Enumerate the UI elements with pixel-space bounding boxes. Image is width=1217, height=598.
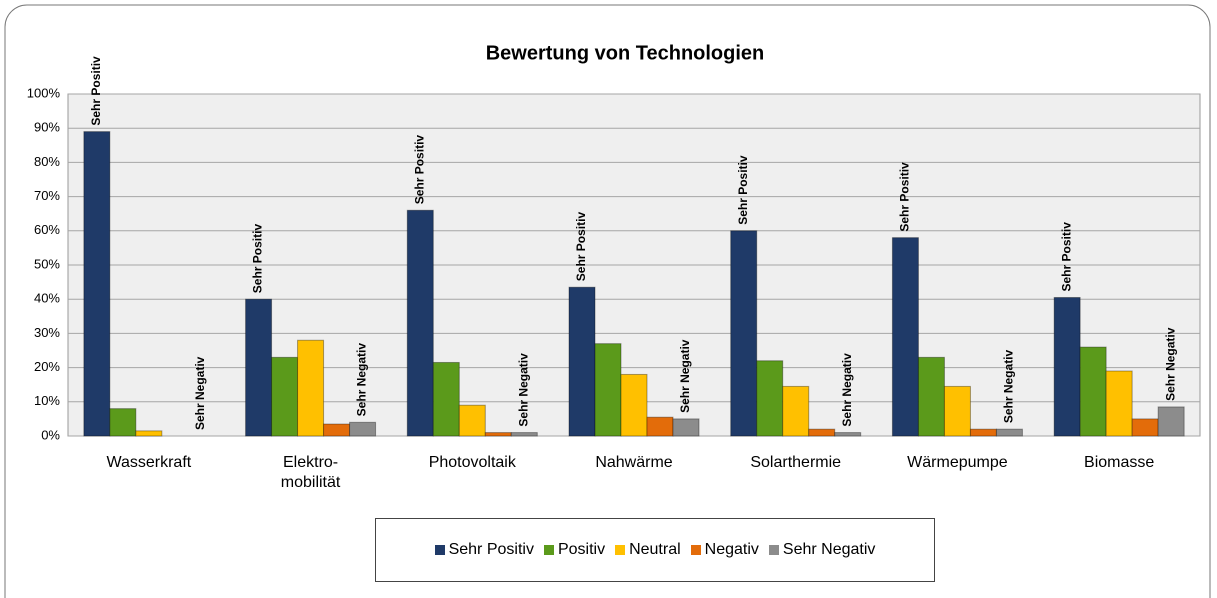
bar [323, 423, 351, 437]
data-label: Sehr Positiv [574, 212, 588, 282]
bar [1105, 370, 1133, 437]
x-tick-label: Photovoltaik [428, 454, 516, 471]
legend-swatch [615, 545, 626, 555]
bar [245, 298, 273, 437]
data-label: Sehr Negativ [678, 339, 692, 413]
legend-item: Sehr Negativ [768, 541, 876, 559]
chart-title: Bewertung von Technologien [486, 42, 765, 64]
bar [406, 209, 434, 437]
bar [271, 356, 299, 437]
bar [1157, 406, 1185, 437]
data-label: Sehr Positiv [898, 162, 912, 232]
bar [484, 432, 512, 437]
bar [834, 432, 862, 437]
legend-label: Negativ [704, 541, 759, 558]
y-tick-label: 30% [34, 325, 60, 340]
bar [1053, 296, 1081, 437]
data-label: Sehr Positiv [736, 155, 750, 225]
y-tick-label: 80% [34, 154, 60, 169]
data-label: Sehr Negativ [1163, 327, 1177, 401]
x-tick-label: Solarthermie [750, 454, 842, 471]
data-label: Sehr Positiv [1059, 222, 1073, 292]
x-tick-label: Nahwärme [595, 454, 673, 471]
legend-label: Neutral [629, 541, 681, 558]
y-tick-label: 0% [41, 427, 60, 442]
data-label: Sehr Negativ [1002, 349, 1016, 423]
data-label: Sehr Negativ [840, 353, 854, 427]
data-label: Sehr Negativ [193, 356, 207, 430]
y-tick-label: 60% [34, 222, 60, 237]
legend-swatch [434, 545, 445, 555]
bar [297, 339, 325, 437]
bar [620, 373, 648, 437]
legend-label: Sehr Positiv [448, 541, 534, 558]
data-label: Sehr Negativ [516, 353, 530, 427]
y-tick-label: 20% [34, 359, 60, 374]
bar [1079, 346, 1107, 437]
y-tick-label: 100% [27, 85, 61, 100]
data-label: Sehr Negativ [355, 343, 369, 417]
bar [432, 361, 460, 437]
bar [917, 356, 945, 437]
bar [969, 428, 997, 437]
data-label: Sehr Positiv [412, 135, 426, 205]
x-tick-label: Wasserkraft [106, 454, 192, 471]
y-tick-label: 90% [34, 120, 60, 135]
bar [995, 428, 1023, 437]
bar [756, 360, 784, 437]
bar [349, 421, 377, 437]
legend-label: Sehr Negativ [782, 541, 876, 558]
x-tick-label: Elektro- mobilität [280, 454, 341, 491]
data-label: Sehr Positiv [89, 56, 103, 126]
legend-swatch [690, 545, 701, 555]
y-tick-label: 50% [34, 256, 60, 271]
y-tick-label: 10% [34, 393, 60, 408]
legend-item: Sehr Positiv [434, 541, 534, 559]
bar [730, 230, 758, 437]
bar [83, 131, 111, 437]
data-label: Sehr Positiv [251, 224, 265, 294]
bar [109, 408, 137, 437]
bar [568, 286, 596, 437]
legend-label: Positiv [557, 541, 606, 558]
legend-item: Neutral [615, 541, 681, 559]
legend-item: Positiv [543, 541, 606, 559]
bar [782, 385, 810, 437]
x-tick-label: Wärmepumpe [907, 454, 1008, 471]
bar [135, 430, 163, 437]
bar [808, 428, 836, 437]
bar [1131, 418, 1159, 437]
y-tick-label: 40% [34, 291, 60, 306]
bar [458, 404, 486, 437]
legend-swatch [543, 545, 554, 555]
y-tick-label: 70% [34, 188, 60, 203]
legend-item: Negativ [690, 541, 759, 559]
bar [891, 237, 919, 437]
bar [943, 385, 971, 437]
bar [646, 416, 674, 437]
bar [510, 432, 538, 437]
legend: Sehr Positiv Positiv Neutral Negativ Sehr Ne… [375, 518, 935, 582]
x-tick-label: Biomasse [1084, 454, 1155, 471]
bar [594, 343, 622, 437]
bar [672, 418, 700, 437]
legend-swatch [768, 545, 779, 555]
